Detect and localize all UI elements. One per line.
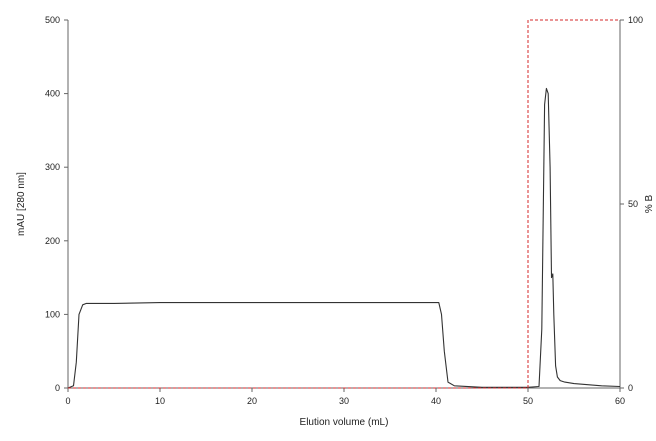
- y-tick-label: 500: [45, 15, 60, 25]
- axes: [67, 20, 621, 389]
- series: [67, 19, 621, 389]
- x-axis-label: Elution volume (mL): [300, 417, 389, 428]
- series-gradient-line: [68, 19, 620, 389]
- y-tick-label: 100: [45, 309, 60, 319]
- y-tick-label: 200: [45, 236, 60, 246]
- x-tick-label: 60: [615, 396, 625, 406]
- x-tick-label: 50: [523, 396, 533, 406]
- y2-tick-label: 50: [628, 199, 638, 209]
- y2-axis-label: % B: [644, 195, 655, 214]
- x-tick-label: 0: [65, 396, 70, 406]
- y2-tick-label: 100: [628, 15, 643, 25]
- y-tick-label: 400: [45, 89, 60, 99]
- y2-tick-label: 0: [628, 383, 633, 393]
- x-tick-label: 30: [339, 396, 349, 406]
- x-tick-label: 40: [431, 396, 441, 406]
- y-tick-label: 300: [45, 162, 60, 172]
- series-absorbance-line: [67, 87, 621, 389]
- x-tick-label: 20: [247, 396, 257, 406]
- y-tick-label: 0: [55, 383, 60, 393]
- x-tick-label: 10: [155, 396, 165, 406]
- y-axis-label: mAU [280 nm]: [16, 172, 27, 236]
